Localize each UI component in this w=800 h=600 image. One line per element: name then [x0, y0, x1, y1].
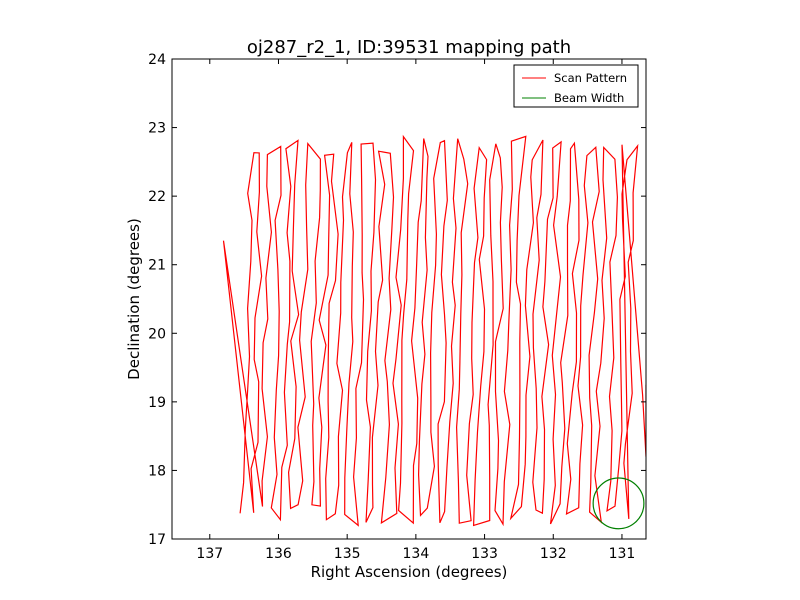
y-tick-label: 22 — [148, 189, 166, 205]
y-tick-label: 18 — [148, 463, 166, 479]
x-tick-label: 136 — [265, 546, 292, 562]
y-axis-label: Declination (degrees) — [125, 218, 143, 380]
y-tick-label: 21 — [148, 258, 166, 274]
plot-frame — [171, 58, 647, 540]
x-tick-label: 137 — [196, 546, 223, 562]
x-tick-label: 132 — [540, 546, 567, 562]
legend-label-scan-pattern: Scan Pattern — [554, 71, 627, 85]
y-tick-label: 20 — [148, 326, 166, 342]
x-tick-label: 133 — [471, 546, 498, 562]
legend: Scan Pattern Beam Width — [513, 64, 639, 108]
chart-title: oj287_r2_1, ID:39531 mapping path — [247, 37, 571, 58]
series-scan-pattern-line — [222, 134, 646, 527]
axis-ticks: 137 136 135 134 133 132 131 17 18 19 20 21 22 23 24 — [148, 52, 646, 562]
x-tick-label: 134 — [403, 546, 430, 562]
y-tick-label: 19 — [148, 395, 166, 411]
chart-marks — [222, 134, 646, 530]
legend-label-beam-width: Beam Width — [554, 91, 624, 105]
y-tick-label: 23 — [148, 121, 166, 137]
x-tick-label: 135 — [334, 546, 361, 562]
x-tick-label: 131 — [609, 546, 636, 562]
y-tick-label: 17 — [148, 532, 166, 548]
y-tick-label: 24 — [148, 52, 166, 68]
beam-width-circle — [592, 477, 645, 530]
legend-box — [513, 64, 639, 108]
x-axis-label: Right Ascension (degrees) — [311, 563, 508, 581]
